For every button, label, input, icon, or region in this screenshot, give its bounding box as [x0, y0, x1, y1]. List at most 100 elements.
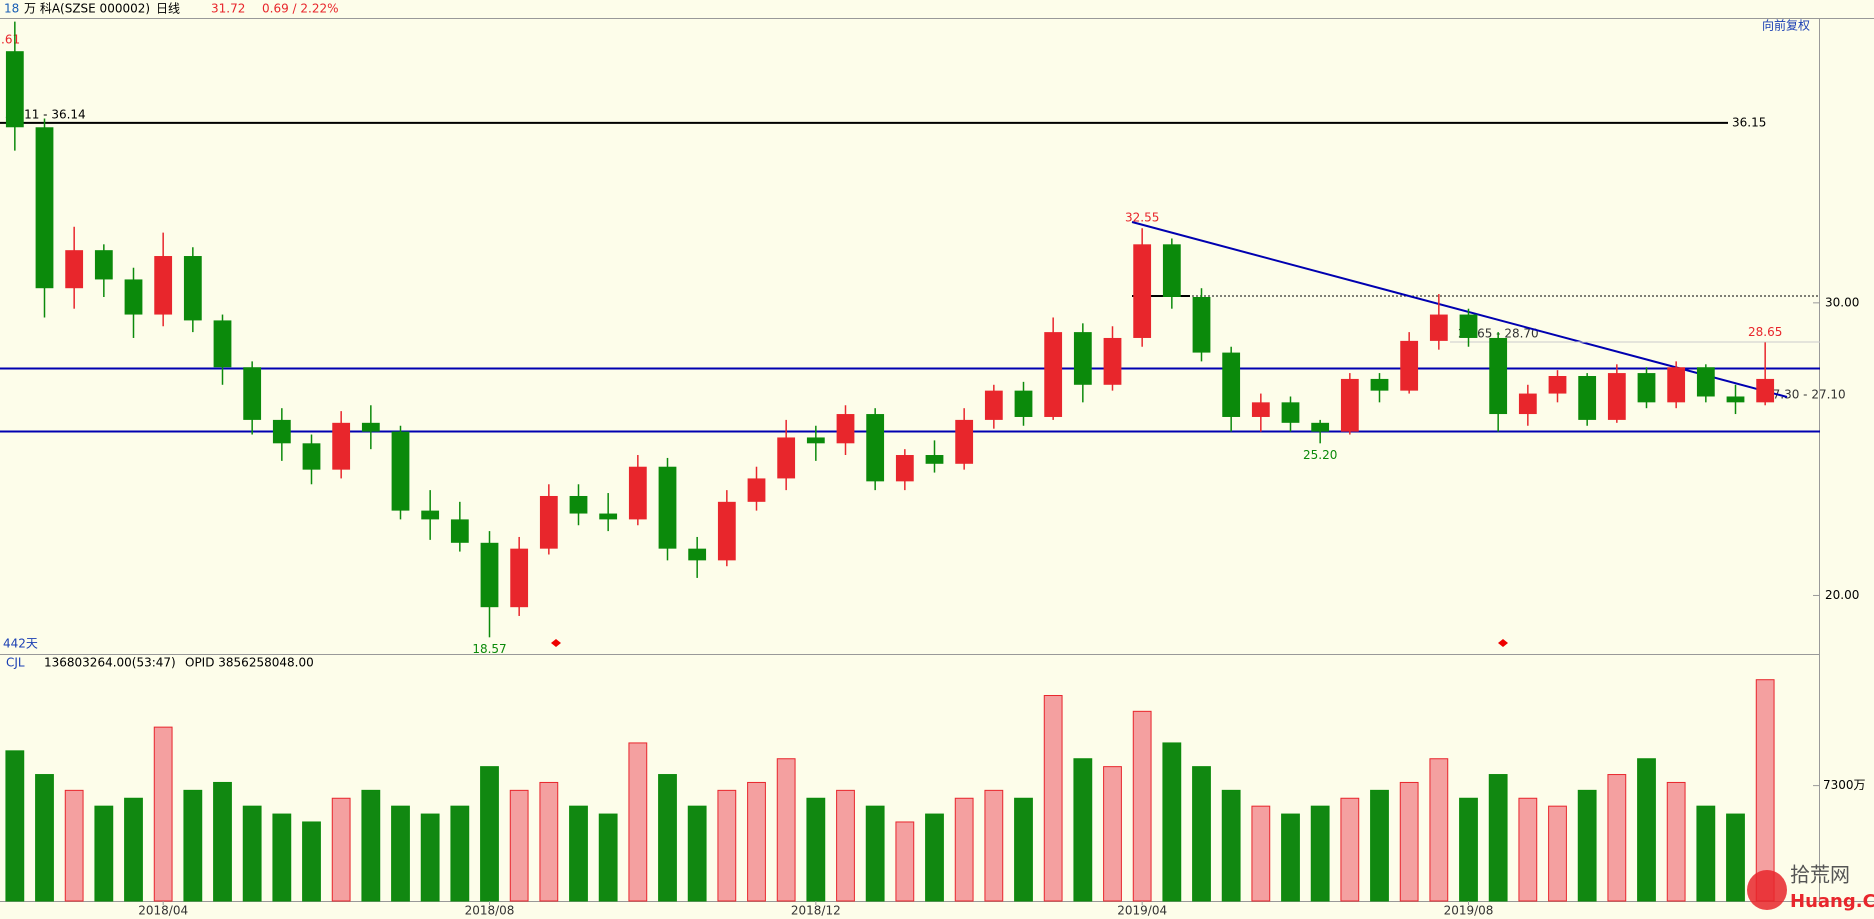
- candle-body: [1103, 337, 1122, 385]
- volume-bar: [1162, 742, 1182, 902]
- volume-bar: [539, 781, 559, 902]
- candle-body: [1637, 373, 1656, 403]
- x-tick-label: 2018/08: [465, 904, 515, 918]
- volume-bar: [569, 805, 588, 902]
- candle-body: [1696, 367, 1715, 397]
- volume-bar: [64, 789, 84, 902]
- volume-bar: [1310, 805, 1330, 902]
- volume-bar: [1132, 710, 1152, 902]
- volume-bar: [895, 821, 915, 902]
- candle-body: [984, 390, 1003, 420]
- range-label: 27.30 - 27.10: [1765, 388, 1846, 402]
- candle-body: [332, 422, 351, 470]
- watermark-logo: [1747, 870, 1787, 910]
- volume-bar: [94, 805, 114, 902]
- volume-bar: [213, 781, 232, 902]
- volume-bar: [1221, 789, 1241, 902]
- candle-body: [361, 422, 380, 432]
- low-label: 18.57: [472, 642, 506, 656]
- level-label: 36.15: [1732, 115, 1766, 129]
- volume-bar: [272, 813, 292, 902]
- candle-body: [628, 466, 647, 520]
- volume-bar: [658, 774, 677, 902]
- volume-bar: [183, 789, 203, 902]
- volume-bar: [925, 813, 944, 902]
- volume-bar: [628, 742, 648, 902]
- days: 442天: [3, 637, 38, 651]
- volume-bar: [5, 750, 25, 902]
- period[interactable]: 日线: [156, 2, 180, 16]
- indicator-value: 136803264.00(53:47): [44, 656, 176, 670]
- volume-bar: [1488, 774, 1508, 902]
- x-tick-label: 2019/04: [1117, 904, 1167, 918]
- candle-body: [154, 256, 173, 315]
- high-label: 28.65: [1748, 325, 1782, 339]
- adjust[interactable]: 向前复权: [1762, 18, 1810, 33]
- candle-body: [836, 414, 855, 444]
- candle-body: [747, 478, 766, 502]
- marker: [1498, 639, 1508, 647]
- candle-body: [1489, 337, 1508, 415]
- volume-bar: [450, 805, 470, 902]
- candle-body: [1400, 340, 1419, 391]
- candle-body: [1073, 332, 1092, 385]
- candle-body: [1726, 396, 1745, 403]
- price: 31.72: [211, 2, 245, 16]
- candle-body: [1192, 296, 1211, 353]
- low-label: 25.20: [1303, 448, 1337, 462]
- watermark-en: Huang.CN: [1790, 891, 1874, 912]
- candle-body: [35, 127, 54, 289]
- candle-body: [777, 437, 796, 479]
- volume-bar: [836, 789, 855, 902]
- candle-body: [1548, 376, 1567, 394]
- volume-bar: [420, 813, 440, 902]
- volume-bar: [153, 726, 173, 902]
- volume-bar: [776, 758, 796, 902]
- candle-body: [1756, 378, 1775, 403]
- candle-body: [65, 250, 84, 289]
- candle-body: [1578, 376, 1597, 420]
- indicator[interactable]: CJL: [6, 656, 25, 670]
- volume-bar: [747, 781, 766, 902]
- candle-body: [1251, 402, 1270, 417]
- candle-body: [421, 510, 440, 520]
- change: 0.69 / 2.22%: [262, 2, 339, 16]
- volume-bar: [1340, 797, 1360, 902]
- y-tick-label: 20.00: [1825, 588, 1859, 602]
- candle-body: [1281, 402, 1300, 423]
- candle-body: [450, 519, 469, 543]
- candle-body: [866, 414, 885, 482]
- volume-bar: [480, 766, 499, 902]
- volume-bar: [1459, 797, 1478, 902]
- high-label: 32.55: [1125, 211, 1159, 225]
- marker: [551, 639, 561, 647]
- volume-bar: [1666, 781, 1686, 902]
- volume-bar: [1755, 679, 1775, 902]
- volume-bar: [687, 805, 707, 902]
- volume-bar: [1370, 789, 1389, 902]
- volume-bar: [509, 789, 529, 902]
- volume-bar: [1073, 758, 1093, 902]
- volume-bar: [954, 797, 974, 902]
- volume-bar: [984, 789, 1004, 902]
- candle-body: [183, 256, 202, 321]
- volume-bar: [1607, 774, 1627, 902]
- candle-body: [1133, 244, 1152, 338]
- volume-bar: [865, 805, 885, 902]
- candle-body: [1340, 378, 1359, 432]
- candle-body: [599, 513, 618, 520]
- volume-bar: [1726, 813, 1745, 902]
- candle-body: [480, 542, 499, 608]
- candle-body: [1162, 244, 1181, 297]
- candle-body: [1607, 373, 1626, 420]
- x-tick-label: 2018/04: [138, 904, 188, 918]
- volume-bar: [1043, 695, 1063, 902]
- candle-body: [1222, 352, 1241, 417]
- volume-bar: [1696, 805, 1716, 902]
- candle-body: [955, 419, 974, 464]
- volume-bar: [361, 789, 381, 902]
- candle-body: [925, 455, 944, 464]
- candle-body: [806, 437, 825, 444]
- volume-bar: [331, 797, 351, 902]
